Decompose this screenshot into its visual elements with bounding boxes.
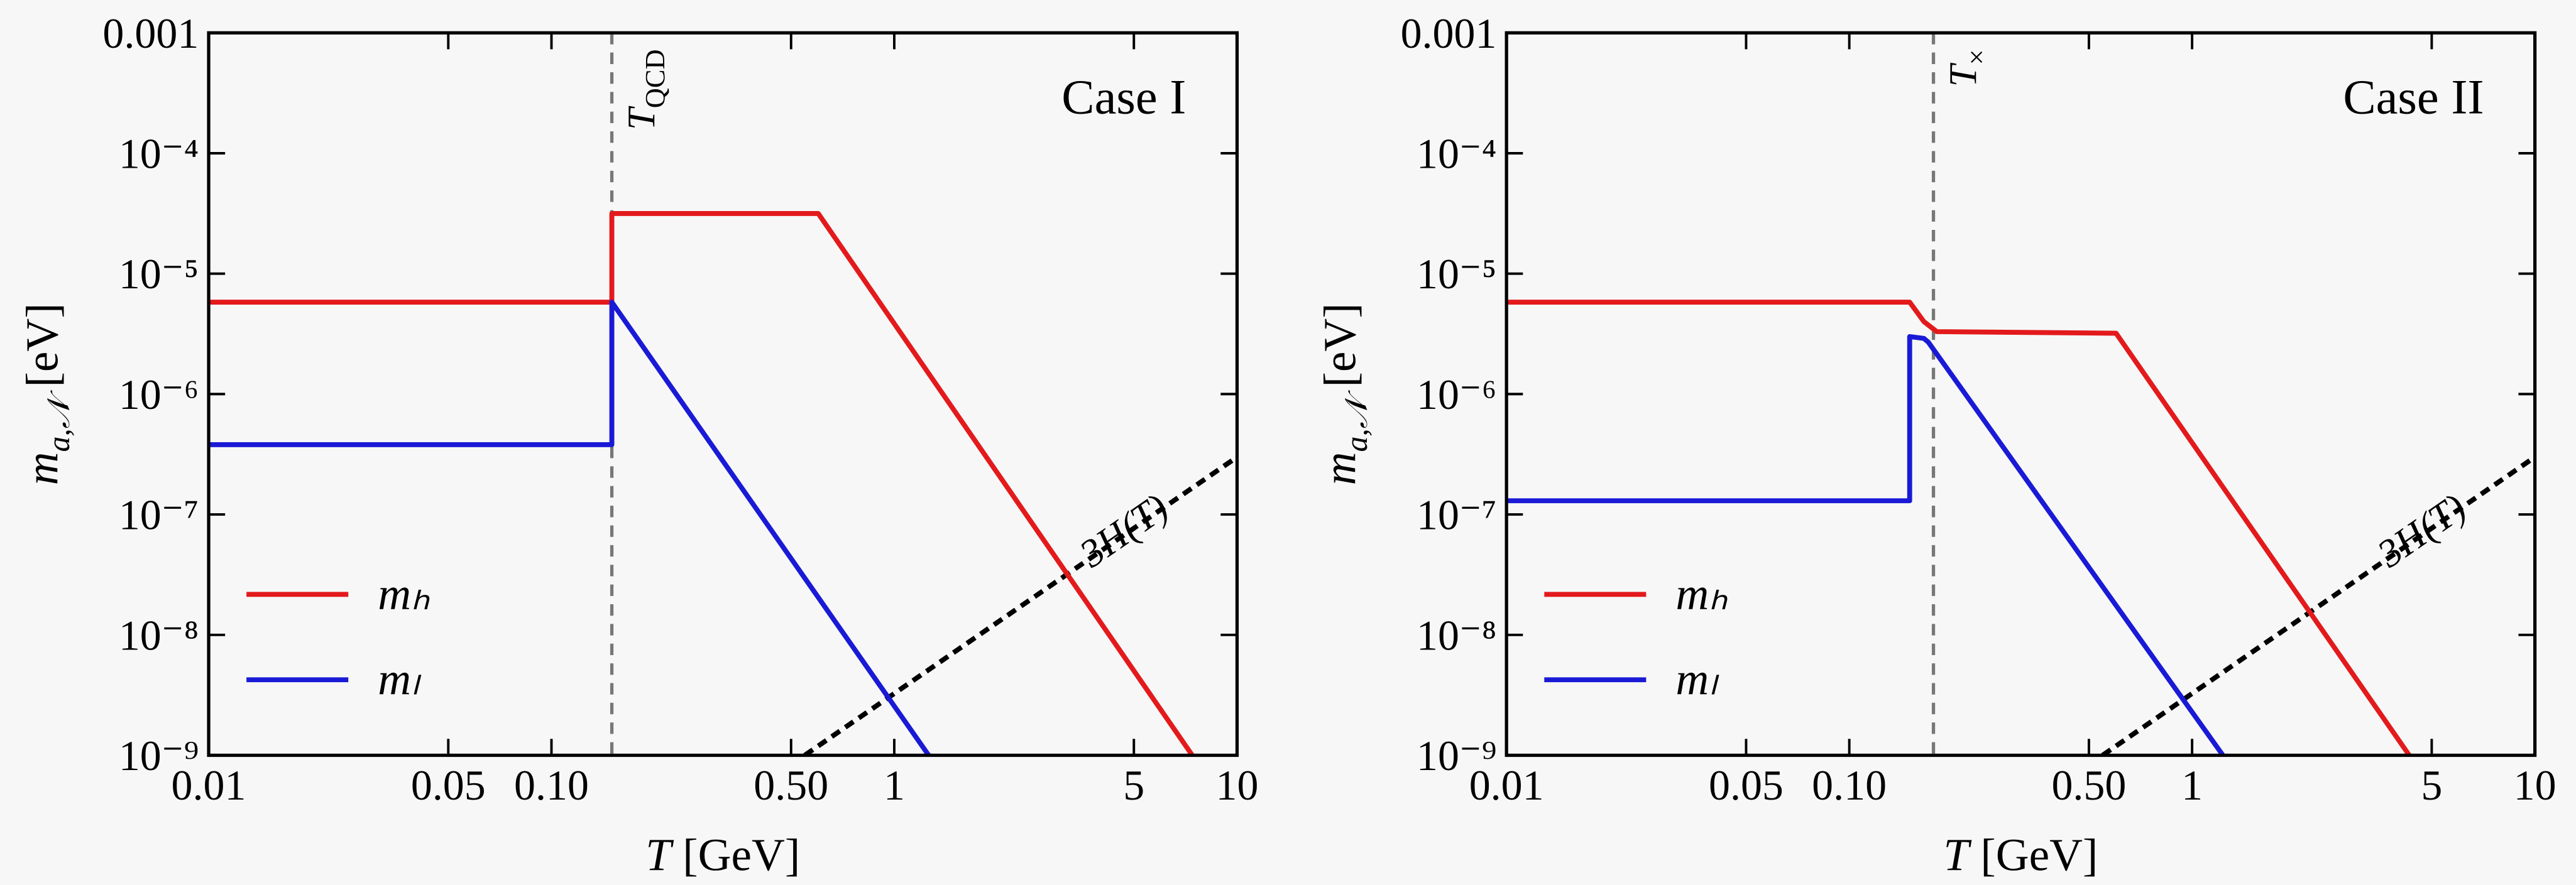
panel-title: Case II — [2343, 69, 2484, 124]
x-axis-unit: [GeV] — [682, 829, 800, 880]
vline-subscript: QCD — [639, 49, 671, 108]
y-tick-label: 10⁻⁹ — [119, 732, 199, 779]
x-tick-label: 5 — [2421, 761, 2442, 809]
vline-subscript: × — [1961, 49, 1992, 65]
x-tick-label: 1 — [2181, 761, 2203, 809]
reference-line — [803, 455, 1237, 756]
y-axis-label: ma,𝒩[eV] — [17, 303, 76, 485]
x-tick-label: 0.10 — [514, 761, 589, 809]
y-tick-label: 10⁻⁵ — [1417, 250, 1497, 298]
vline-symbol: T — [620, 106, 664, 130]
x-axis-label: T [GeV] — [645, 829, 800, 880]
vline-label: T× — [1941, 49, 1993, 87]
y-axis-subscript: a,𝒩 — [1339, 389, 1374, 452]
y-tick-label: 10⁻⁷ — [1417, 491, 1497, 539]
y-tick-label: 0.001 — [1401, 9, 1497, 57]
series-line — [209, 300, 931, 756]
y-axis-unit: [eV] — [1315, 303, 1366, 387]
legend-label: mₗ — [1675, 654, 1719, 705]
x-tick-label: 10 — [1215, 761, 1258, 809]
x-tick-label: 0.01 — [172, 761, 246, 809]
reference-line — [2101, 455, 2535, 756]
series-line — [209, 210, 1195, 756]
panel: 0.01 0.05 0.10 0.50 1 5 10 10⁻⁹ 10⁻⁸ 10⁻⁷ 10⁻⁶ 10⁻⁵… — [1315, 9, 2557, 881]
x-tick-label: 0.05 — [1709, 761, 1784, 809]
y-tick-label: 10⁻⁶ — [119, 371, 199, 418]
x-tick-label: 0.01 — [1469, 761, 1544, 809]
y-tick-label: 10⁻⁸ — [119, 611, 199, 659]
x-tick-label: 10 — [2514, 761, 2557, 809]
y-tick-label: 10⁻⁴ — [119, 130, 199, 178]
vline-label: TQCD — [620, 49, 671, 130]
x-axis-unit: [GeV] — [1980, 829, 2098, 880]
y-tick-label: 10⁻⁴ — [1417, 130, 1497, 178]
y-axis-label: ma,𝒩[eV] — [1315, 303, 1374, 485]
plot-frame — [1504, 31, 2537, 757]
y-tick-label: 10⁻⁷ — [119, 491, 199, 539]
x-axis-space — [1969, 829, 1980, 880]
series-line — [1506, 334, 2225, 756]
panel-title: Case I — [1061, 69, 1186, 124]
y-tick-label: 0.001 — [102, 9, 199, 57]
x-tick-label: 0.10 — [1812, 761, 1887, 809]
x-tick-label: 0.05 — [411, 761, 486, 809]
x-tick-label: 1 — [884, 761, 905, 809]
legend-label: mₗ — [378, 654, 422, 705]
y-axis-symbol: m — [1315, 452, 1366, 486]
legend-label: mₕ — [1675, 568, 1728, 619]
y-axis-subscript: a,𝒩 — [41, 389, 76, 452]
panel: 0.01 0.05 0.10 0.50 1 5 10 10⁻⁹ 10⁻⁸ 10⁻⁷ 10⁻⁶ 10⁻⁵… — [17, 9, 1259, 881]
x-tick-label: 0.50 — [2051, 761, 2126, 809]
x-tick-label: 0.50 — [754, 761, 828, 809]
x-axis-symbol: T — [645, 829, 674, 880]
x-tick-label: 5 — [1123, 761, 1144, 809]
series-line — [1506, 300, 2411, 756]
y-tick-label: 10⁻⁶ — [1417, 371, 1497, 418]
y-tick-label: 10⁻⁹ — [1417, 732, 1497, 779]
y-tick-label: 10⁻⁵ — [119, 250, 199, 298]
vline-symbol: T — [1941, 62, 1985, 87]
x-axis-space — [671, 829, 682, 880]
y-tick-label: 10⁻⁸ — [1417, 611, 1497, 659]
x-axis-symbol: T — [1943, 829, 1972, 880]
plot-frame — [207, 31, 1239, 757]
x-axis-label: T [GeV] — [1943, 829, 2098, 880]
y-axis-symbol: m — [17, 452, 68, 486]
y-axis-unit: [eV] — [17, 303, 68, 387]
legend-label: mₕ — [378, 568, 430, 619]
